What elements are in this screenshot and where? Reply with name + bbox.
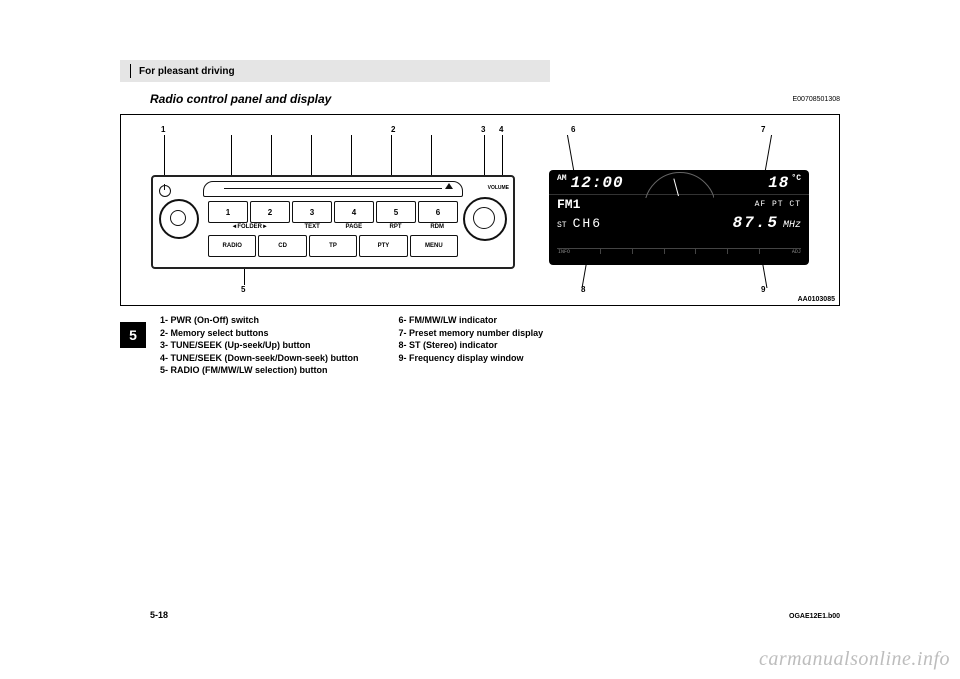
header-bar: For pleasant driving	[120, 60, 550, 82]
legend: 1- PWR (On-Off) switch 2- Memory select …	[160, 314, 840, 377]
sublabel-rpt: RPT	[375, 224, 417, 230]
header-section: For pleasant driving	[139, 66, 235, 77]
temp-display: 18	[768, 174, 789, 192]
power-knob[interactable]	[159, 199, 199, 239]
callout-9: 9	[761, 285, 765, 294]
section-code: E00708501308	[793, 96, 841, 103]
preset-row: 1 2 3 4 5 6	[208, 201, 458, 223]
temp-unit: °C	[791, 174, 801, 183]
footer-code: OGAE12E1.b00	[789, 613, 840, 620]
ampm-indicator: AM	[557, 174, 567, 183]
ruler-info: INFO	[557, 249, 570, 254]
header-rule	[130, 64, 131, 78]
legend-item-7: 7- Preset memory number display	[399, 327, 544, 340]
watermark: carmanualsonline.info	[759, 648, 950, 671]
gauge-icon	[644, 172, 714, 198]
callout-6: 6	[571, 125, 575, 134]
preset-5[interactable]: 5	[376, 201, 416, 223]
frequency-unit: MHz	[783, 220, 801, 231]
bottom-button-row: RADIO CD TP PTY MENU	[208, 235, 458, 257]
sublabel-folder: ◄FOLDER►	[208, 224, 291, 230]
callout-7: 7	[761, 125, 765, 134]
radio-button[interactable]: RADIO	[208, 235, 256, 257]
chapter-tab: 5	[120, 322, 146, 348]
display-bottom-row: ST CH6 87.5 MHz	[549, 214, 809, 232]
figure-code: AA0103085	[798, 296, 835, 303]
display-ruler: INFO ADJ	[557, 248, 801, 259]
volume-label: VOLUME	[488, 185, 509, 191]
preset-sublabel-row: ◄FOLDER► TEXT PAGE RPT RDM	[208, 224, 458, 230]
callout-5: 5	[241, 285, 245, 294]
legend-item-9: 9- Frequency display window	[399, 352, 544, 365]
tp-button[interactable]: TP	[309, 235, 357, 257]
stereo-indicator: ST	[557, 221, 567, 230]
legend-item-6: 6- FM/MW/LW indicator	[399, 314, 544, 327]
channel-display: CH6	[573, 216, 602, 231]
figure-box: 1 2 3 4 5 6 7 8 9 VOLUME	[120, 114, 840, 306]
legend-item-3: 3- TUNE/SEEK (Up-seek/Up) button	[160, 339, 359, 352]
band-indicator: FM1	[557, 197, 580, 212]
menu-button[interactable]: MENU	[410, 235, 458, 257]
power-icon	[159, 185, 171, 197]
cd-slot	[203, 181, 463, 197]
callout-2: 2	[391, 125, 395, 134]
preset-6[interactable]: 6	[418, 201, 458, 223]
legend-item-1: 1- PWR (On-Off) switch	[160, 314, 359, 327]
preset-3[interactable]: 3	[292, 201, 332, 223]
callout-1: 1	[161, 125, 165, 134]
callout-4: 4	[499, 125, 503, 134]
cd-button[interactable]: CD	[258, 235, 306, 257]
manual-page: For pleasant driving Radio control panel…	[120, 60, 840, 620]
clock-display: 12:00	[571, 174, 624, 192]
sublabel-rdm: RDM	[416, 224, 458, 230]
legend-left-column: 1- PWR (On-Off) switch 2- Memory select …	[160, 314, 359, 377]
legend-right-column: 6- FM/MW/LW indicator 7- Preset memory n…	[399, 314, 544, 377]
legend-item-8: 8- ST (Stereo) indicator	[399, 339, 544, 352]
display-screen: AM 12:00 18 °C FM1 AF PT CT ST CH6	[549, 170, 809, 265]
pty-button[interactable]: PTY	[359, 235, 407, 257]
legend-item-5: 5- RADIO (FM/MW/LW selection) button	[160, 364, 359, 377]
frequency-display: 87.5	[733, 214, 779, 232]
preset-4[interactable]: 4	[334, 201, 374, 223]
sublabel-page: PAGE	[333, 224, 375, 230]
section-title: Radio control panel and display	[150, 92, 840, 106]
preset-2[interactable]: 2	[250, 201, 290, 223]
sublabel-text: TEXT	[291, 224, 333, 230]
radio-panel: VOLUME 1 2 3 4 5 6 ◄FOLDER► TEXT PAGE RP…	[151, 175, 515, 269]
afptct-indicator: AF PT CT	[755, 200, 801, 209]
ruler-adj: ADJ	[791, 249, 801, 254]
preset-1[interactable]: 1	[208, 201, 248, 223]
legend-item-2: 2- Memory select buttons	[160, 327, 359, 340]
legend-item-4: 4- TUNE/SEEK (Down-seek/Down-seek) butto…	[160, 352, 359, 365]
page-number: 5-18	[150, 610, 168, 620]
volume-knob[interactable]	[463, 197, 507, 241]
callout-3: 3	[481, 125, 485, 134]
